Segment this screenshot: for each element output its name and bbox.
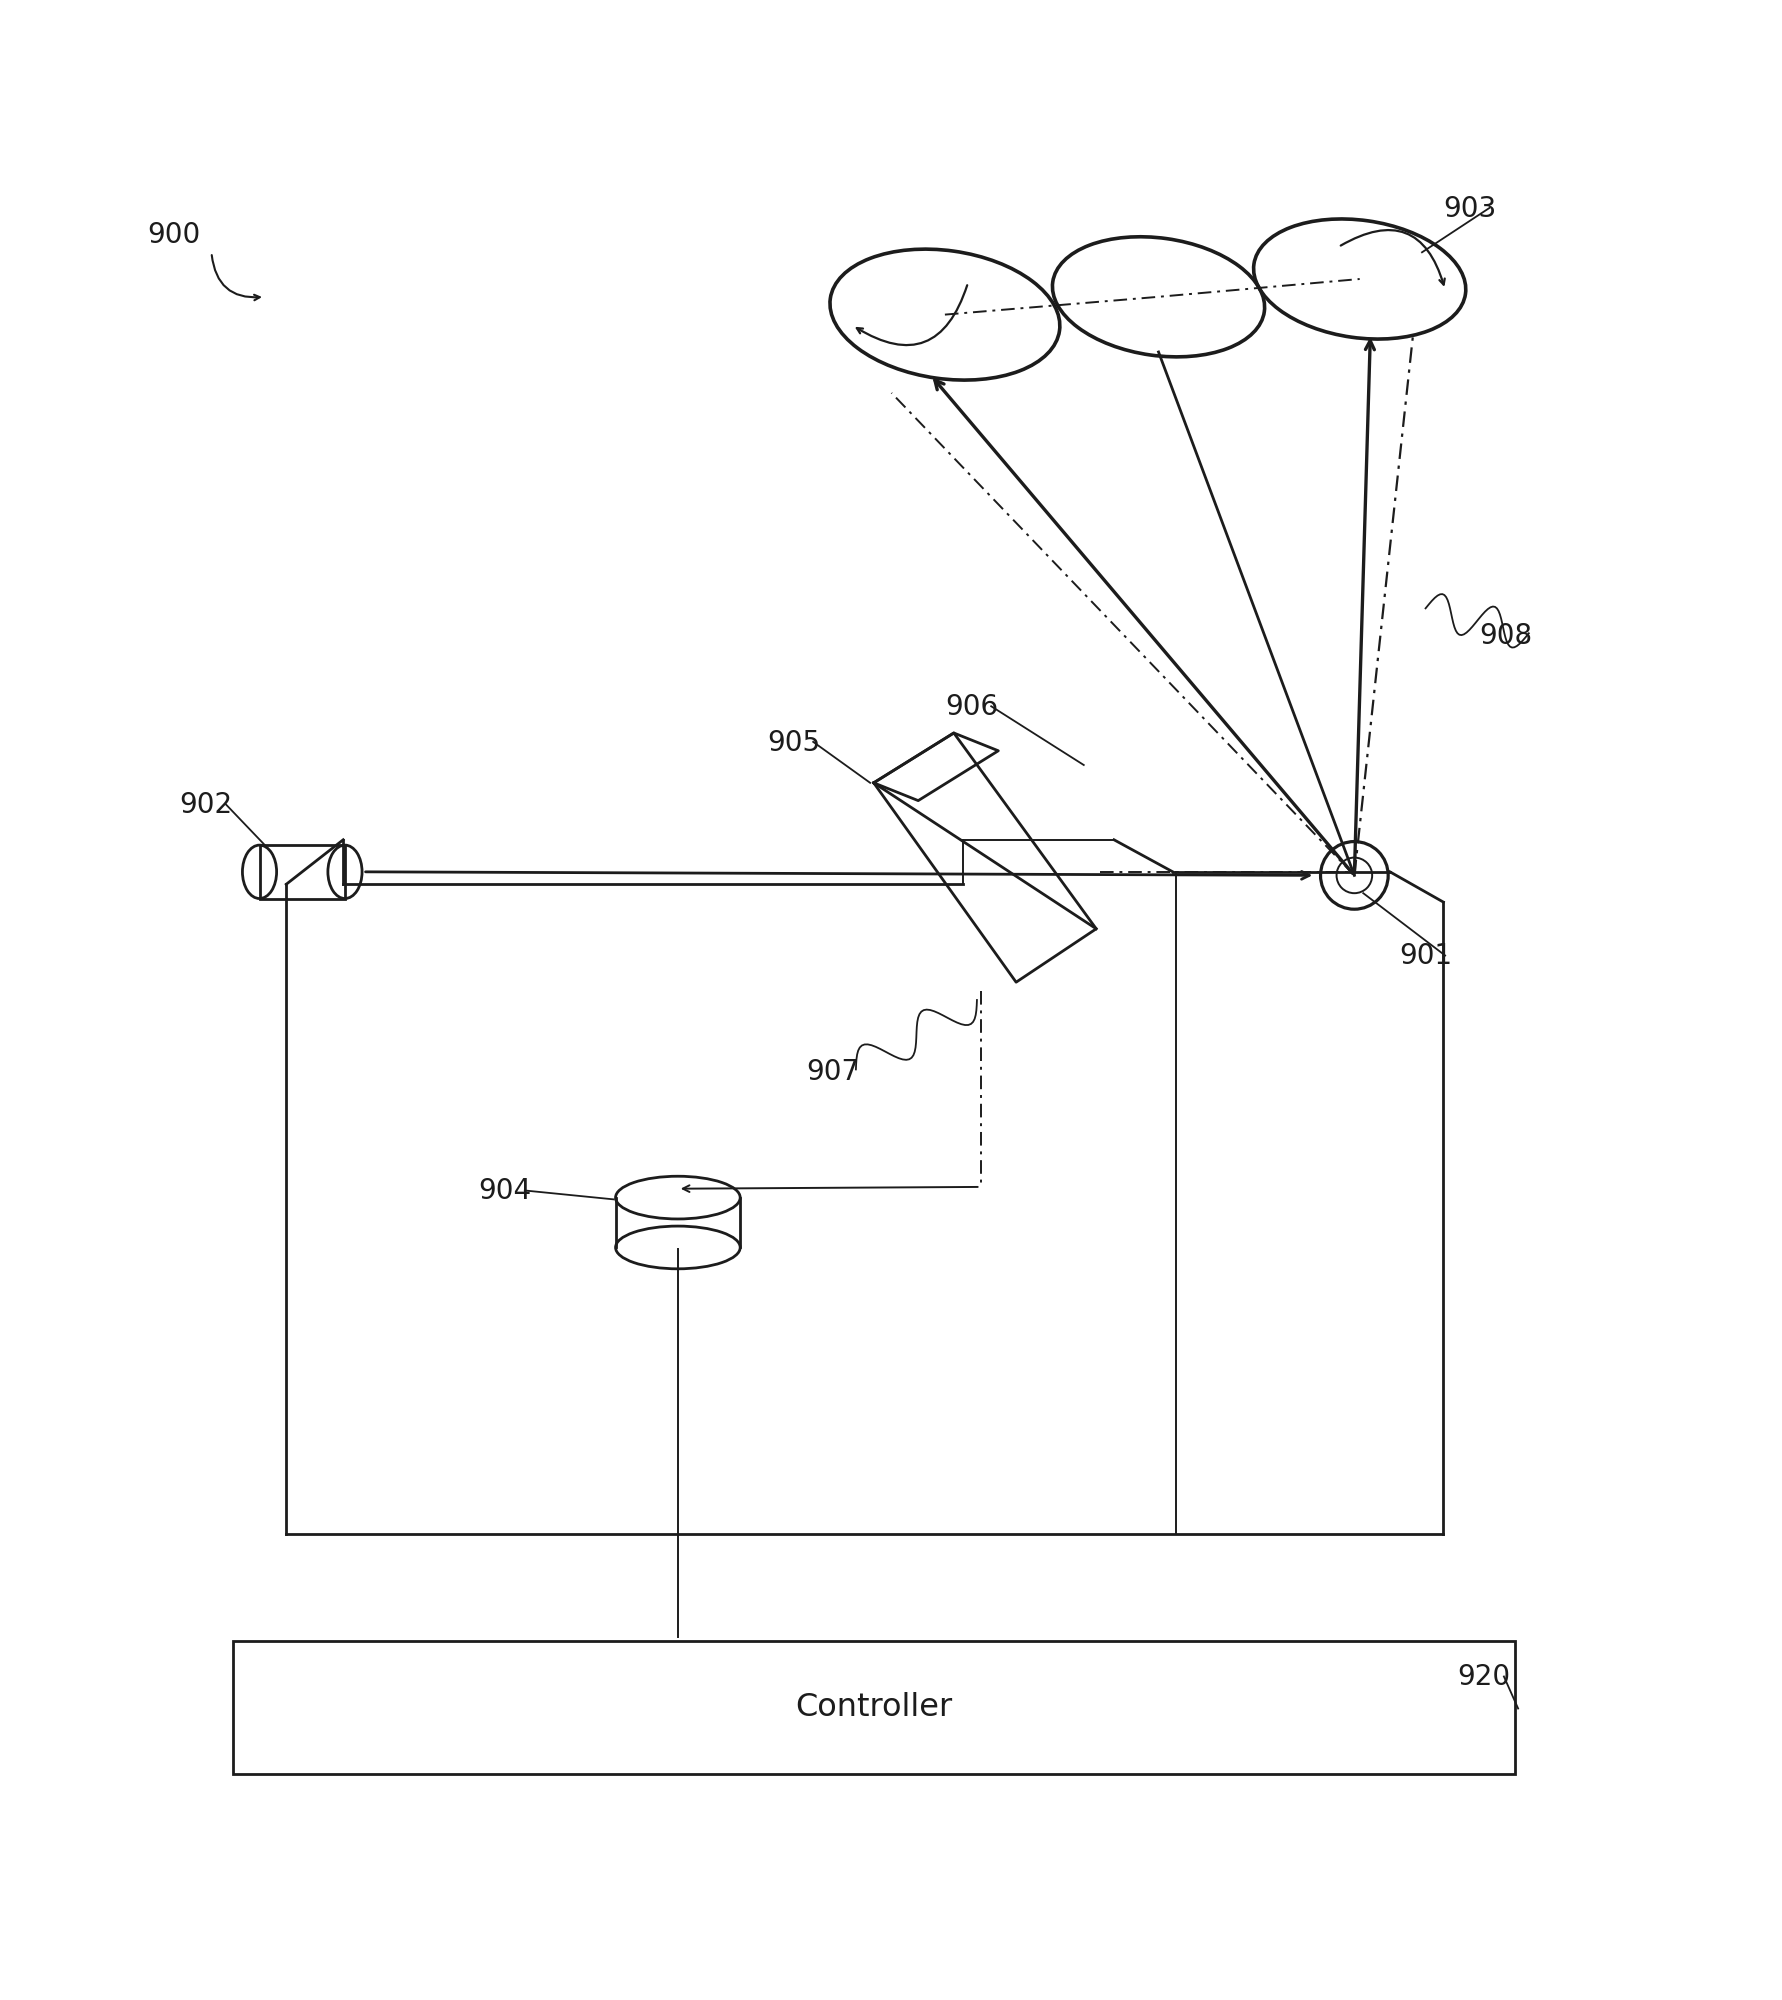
Text: 901: 901: [1399, 942, 1451, 970]
Text: 900: 900: [148, 222, 201, 250]
Text: 904: 904: [478, 1178, 531, 1206]
Text: 906: 906: [944, 694, 998, 722]
Text: 905: 905: [766, 728, 820, 756]
Text: 920: 920: [1458, 1664, 1509, 1692]
Text: Controller: Controller: [795, 1692, 952, 1724]
Text: 903: 903: [1443, 194, 1495, 222]
Text: 907: 907: [805, 1058, 859, 1086]
Text: 902: 902: [180, 792, 232, 820]
Bar: [260, 846, 344, 898]
Bar: [233, 1640, 1513, 1774]
Text: 908: 908: [1477, 622, 1531, 650]
